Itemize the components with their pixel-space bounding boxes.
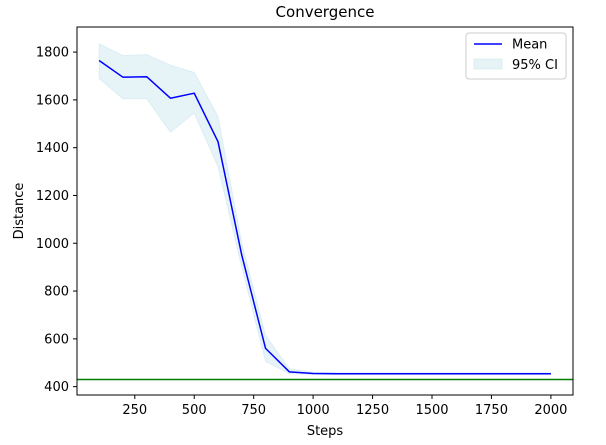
y-tick-label: 1800 — [36, 46, 69, 61]
y-tick-label: 600 — [44, 332, 69, 347]
x-tick-label: 1000 — [297, 403, 330, 418]
y-ticks: 400 600 800 1000 1200 1400 1600 1800 — [36, 46, 77, 395]
y-tick-label: 1200 — [36, 189, 69, 204]
y-axis-label: Distance — [12, 183, 27, 240]
x-tick-label: 1500 — [415, 403, 448, 418]
plot-frame — [76, 26, 574, 396]
legend-label-ci: 95% CI — [512, 58, 558, 73]
x-tick-label: 1750 — [475, 403, 508, 418]
y-tick-label: 1600 — [36, 93, 69, 108]
x-axis-label: Steps — [307, 424, 344, 439]
x-tick-label: 750 — [241, 403, 266, 418]
y-tick-label: 800 — [44, 285, 69, 300]
x-tick-label: 250 — [122, 403, 147, 418]
mean-line-layer — [98, 59, 551, 375]
x-tick-label: 1250 — [356, 403, 389, 418]
y-tick-label: 1000 — [36, 237, 69, 252]
chart-title: Convergence — [276, 3, 375, 21]
x-tick-label: 2000 — [534, 403, 567, 418]
legend-swatch-ci — [473, 58, 503, 70]
legend: Mean 95% CI — [465, 32, 567, 80]
y-tick-label: 1400 — [36, 141, 69, 156]
y-tick-label: 400 — [44, 380, 69, 395]
x-tick-label: 500 — [182, 403, 207, 418]
legend-label-mean: Mean — [512, 38, 547, 53]
x-ticks: 250 500 750 1000 1250 1500 1750 2000 — [122, 395, 567, 418]
mean-line — [98, 59, 551, 375]
